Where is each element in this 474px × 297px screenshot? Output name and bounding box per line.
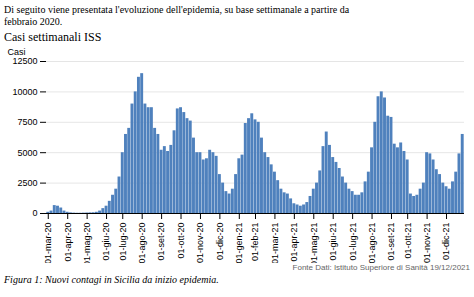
- svg-text:01-giu-20: 01-giu-20: [101, 223, 111, 261]
- svg-text:01-dic-20: 01-dic-20: [215, 223, 225, 261]
- svg-text:01-set-21: 01-set-21: [386, 223, 396, 261]
- svg-text:01-ago-21: 01-ago-21: [367, 223, 377, 264]
- svg-text:01-nov-20: 01-nov-20: [195, 223, 205, 264]
- svg-text:01-ott-20: 01-ott-20: [176, 223, 186, 259]
- html-text:Di seguito viene presentata l': Di seguito viene presentata l'evoluzione…: [4, 4, 350, 27]
- svg-text:Casi: Casi: [8, 47, 26, 57]
- svg-text:01-dic-21: 01-dic-21: [441, 223, 451, 261]
- svg-text:01-mag-21: 01-mag-21: [309, 223, 319, 264]
- svg-text:01-lug-21: 01-lug-21: [348, 223, 358, 261]
- html-text:Fonte Dati: Istituto Superiore: Fonte Dati: Istituto Superiore di Sanità…: [292, 263, 470, 272]
- svg-text:01-gen-21: 01-gen-21: [234, 223, 244, 264]
- svg-text:01-giu-21: 01-giu-21: [328, 223, 338, 261]
- html-text:Casi settimanali ISS: Casi settimanali ISS: [4, 30, 102, 44]
- svg-text:5000: 5000: [17, 148, 37, 158]
- svg-text:12500: 12500: [12, 56, 37, 66]
- svg-text:0: 0: [32, 208, 37, 218]
- svg-text:2500: 2500: [17, 178, 37, 188]
- html-text:Figura 1: Nuovi contagi in Sic: Figura 1: Nuovi contagi in Sicilia da in…: [4, 274, 219, 286]
- svg-text:01-feb-21: 01-feb-21: [250, 223, 260, 262]
- svg-text:01-mag-20: 01-mag-20: [82, 223, 92, 264]
- svg-text:01-mar-21: 01-mar-21: [270, 223, 280, 264]
- svg-text:01-set-20: 01-set-20: [156, 223, 166, 261]
- svg-text:01-apr-20: 01-apr-20: [63, 223, 73, 262]
- svg-text:01-ott-21: 01-ott-21: [403, 223, 413, 259]
- svg-text:01-apr-21: 01-apr-21: [289, 223, 299, 262]
- svg-text:01-mar-20: 01-mar-20: [43, 223, 53, 264]
- svg-text:10000: 10000: [12, 87, 37, 97]
- svg-text:01-ago-20: 01-ago-20: [137, 223, 147, 264]
- svg-text:01-lug-20: 01-lug-20: [118, 223, 128, 261]
- svg-text:01-nov-21: 01-nov-21: [422, 223, 432, 264]
- svg-text:7500: 7500: [17, 117, 37, 127]
